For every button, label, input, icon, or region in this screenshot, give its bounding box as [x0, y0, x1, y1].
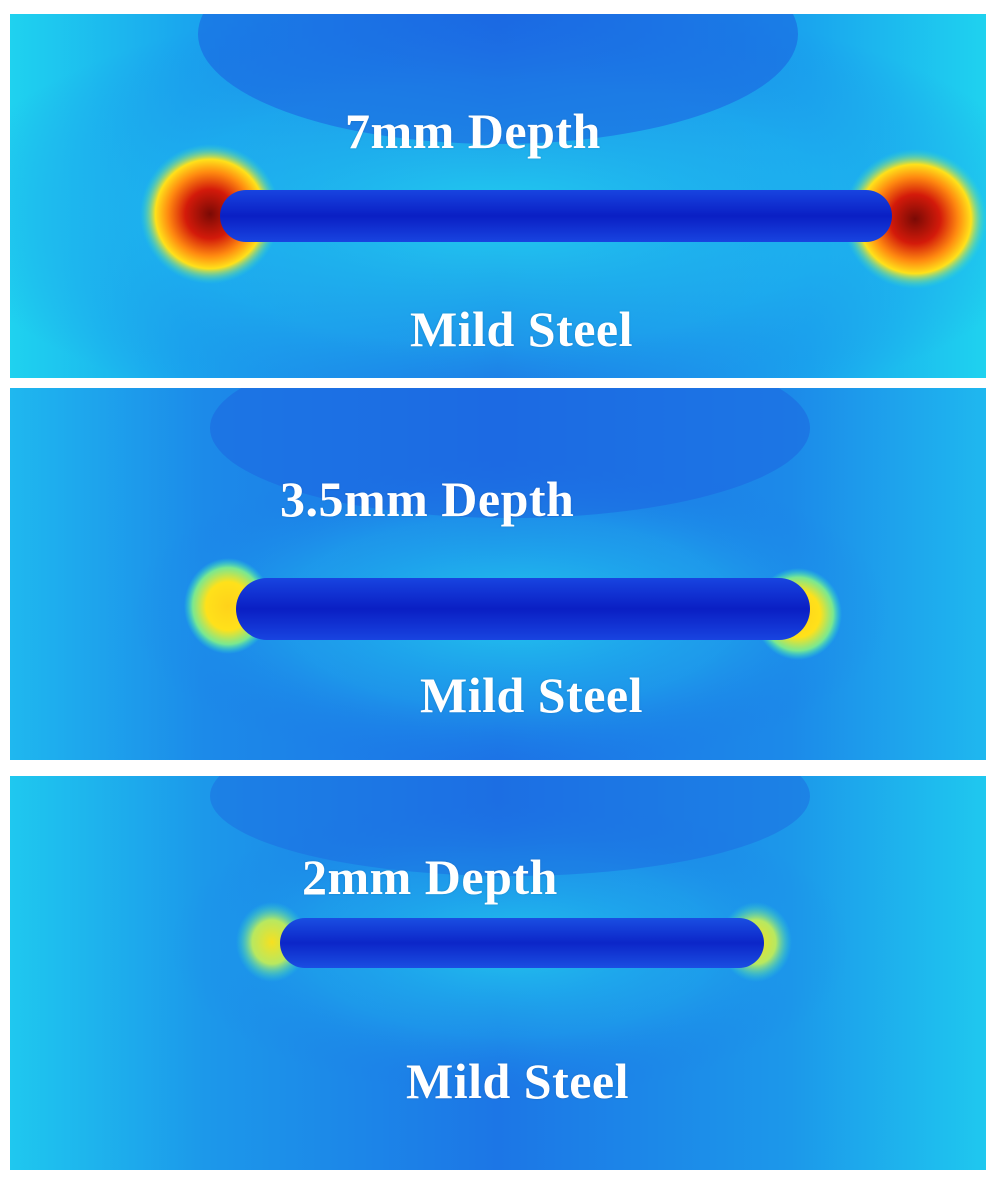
- material-label: Mild Steel: [420, 667, 644, 723]
- hot-spot-right: [843, 149, 986, 289]
- depth-label: 3.5mm Depth: [280, 471, 575, 527]
- depth-label: 7mm Depth: [345, 103, 601, 159]
- material-label: Mild Steel: [410, 301, 634, 357]
- thermal-panel-3-5mm: 3.5mm Depth Mild Steel: [10, 388, 986, 760]
- defect-7mm: [220, 190, 892, 242]
- defect-3-5mm: [236, 578, 810, 640]
- thermal-map-7mm: [10, 14, 986, 378]
- thermal-panel-7mm: 7mm Depth Mild Steel: [10, 14, 986, 378]
- thermal-map-2mm: [10, 776, 986, 1170]
- thermal-map-3-5mm: [10, 388, 986, 760]
- hot-spot-left: [140, 144, 280, 284]
- thermal-panel-2mm: 2mm Depth Mild Steel: [10, 776, 986, 1170]
- material-label: Mild Steel: [406, 1053, 630, 1109]
- depth-label: 2mm Depth: [302, 849, 558, 905]
- defect-2mm: [280, 918, 764, 968]
